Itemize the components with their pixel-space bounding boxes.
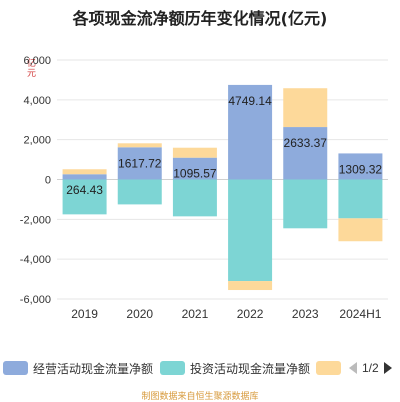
bar-operating-2024H1[interactable] (338, 153, 383, 180)
data-source-note: 制图数据来自恒生聚源数据库 (141, 392, 259, 402)
legend-label-investing: 投资活动现金流量净额 (190, 361, 311, 376)
y-tick-label: 6,000 (23, 55, 51, 67)
bar-investing-2021[interactable] (172, 179, 217, 217)
triangle-right-icon[interactable] (383, 362, 392, 374)
gridlines (57, 59, 388, 300)
data-label: 1617.72 (118, 156, 162, 170)
bar-financing-2020[interactable] (117, 143, 162, 148)
bar-investing-2020[interactable] (117, 179, 162, 205)
bar-financing-2022[interactable] (228, 281, 273, 291)
x-tick-label: 2019 (71, 307, 98, 321)
y-axis: -6,000 -4,000 -2,000 0 2,000 4,000 6,000 (20, 55, 51, 306)
y-tick-label: -6,000 (20, 294, 51, 306)
legend-swatch-investing (160, 361, 185, 375)
x-tick-label: 2020 (126, 307, 153, 321)
bar-financing-2024H1[interactable] (338, 218, 383, 242)
bar-investing-2019[interactable] (62, 179, 107, 215)
legend-label-operating: 经营活动现金流量净额 (33, 361, 154, 376)
data-label: 1309.32 (339, 162, 383, 176)
x-tick-label: 2023 (292, 307, 319, 321)
bar-operating-2019[interactable] (62, 174, 107, 180)
bars (62, 84, 383, 291)
data-label: 264.43 (66, 183, 103, 197)
legend-pager: 1/2 (349, 360, 392, 376)
chart-title: 各项现金流净额历年变化情况(亿元) (72, 9, 328, 28)
x-tick-label: 2021 (182, 307, 209, 321)
legend-page-indicator: 1/2 (362, 361, 379, 375)
bar-operating-2020[interactable] (117, 147, 162, 180)
x-axis: 2019 2020 2021 2022 2023 2024H1 (71, 307, 382, 321)
y-tick-label: 4,000 (23, 95, 51, 107)
legend-swatch-operating (3, 361, 28, 375)
y-tick-label: 0 (45, 175, 51, 187)
x-tick-label: 2024H1 (339, 307, 381, 321)
bar-operating-2022[interactable] (228, 84, 273, 180)
bar-operating-2023[interactable] (283, 127, 328, 180)
bar-financing-2021[interactable] (172, 147, 217, 158)
x-tick-label: 2022 (237, 307, 264, 321)
bar-financing-2019[interactable] (62, 169, 107, 175)
bar-financing-2023[interactable] (283, 88, 328, 128)
data-labels: 264.43 1617.72 1095.57 4749.14 2633.37 1309.3… (66, 94, 382, 197)
bar-operating-2021[interactable] (172, 157, 217, 180)
y-axis-unit-label: 亿元 (26, 58, 36, 78)
legend-item-operating[interactable]: 经营活动现金流量净额 (3, 360, 153, 376)
legend-item-financing[interactable] (316, 360, 346, 376)
y-tick-label: -2,000 (20, 214, 51, 226)
bar-investing-2024H1[interactable] (338, 179, 383, 219)
chart-legend: 经营活动现金流量净额 投资活动现金流量净额 1/2 (0, 356, 400, 380)
bar-investing-2022[interactable] (228, 179, 273, 282)
data-label: 2633.37 (284, 136, 328, 150)
data-label: 4749.14 (228, 94, 272, 108)
bar-investing-2023[interactable] (283, 179, 328, 229)
data-label: 1095.57 (173, 167, 217, 181)
legend-swatch-financing (316, 361, 341, 375)
legend-item-investing[interactable]: 投资活动现金流量净额 (160, 360, 310, 376)
y-tick-label: 2,000 (23, 135, 51, 147)
y-tick-label: -4,000 (20, 254, 51, 266)
triangle-left-icon[interactable] (349, 362, 357, 374)
